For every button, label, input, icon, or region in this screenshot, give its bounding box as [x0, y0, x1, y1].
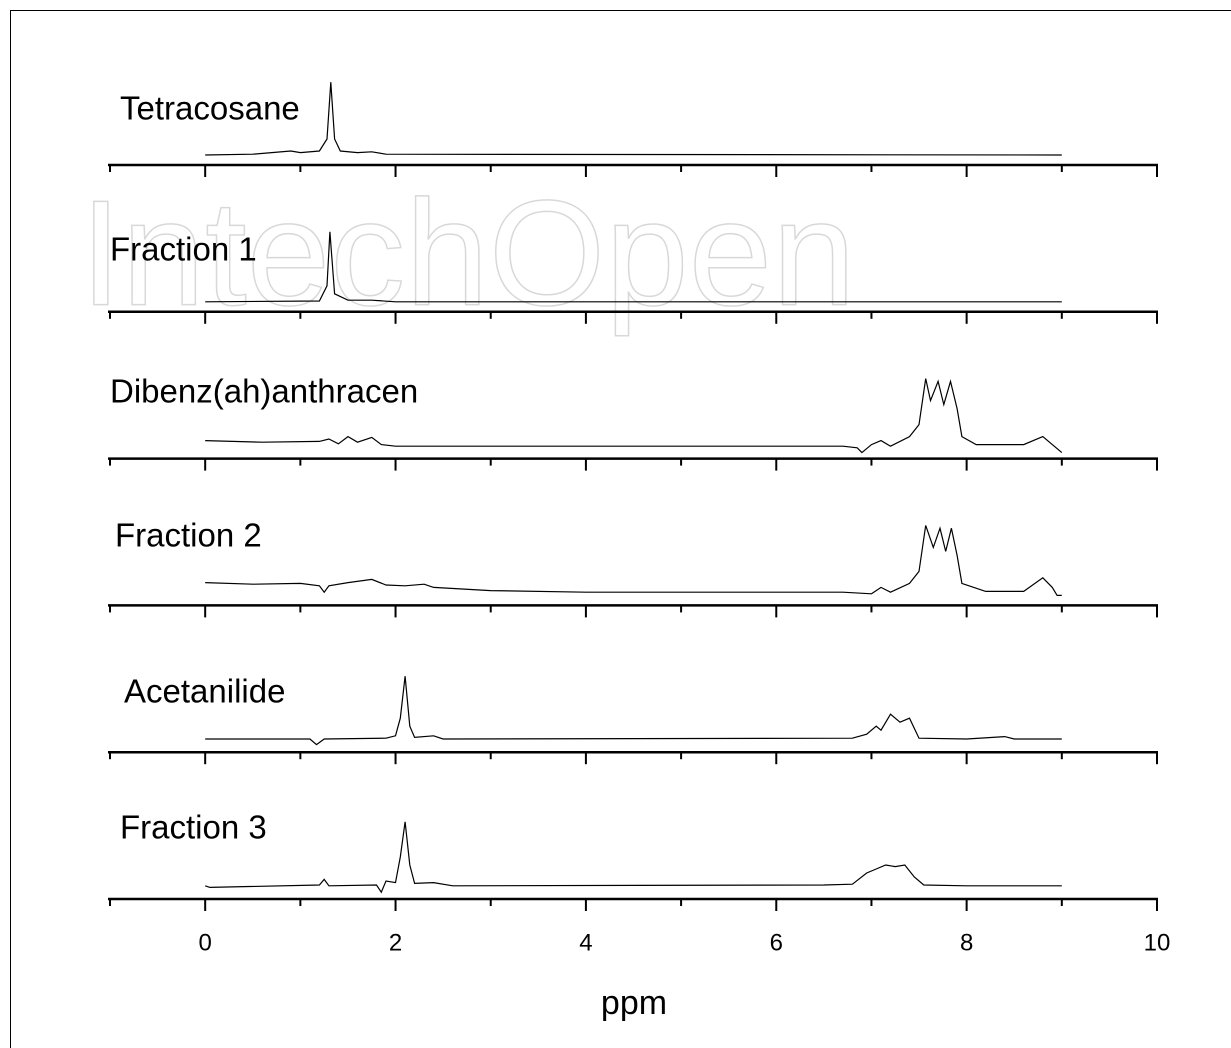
x-tick-label: 10 — [1144, 929, 1171, 956]
x-tick-label: 2 — [389, 929, 402, 956]
spectrum-label: Fraction 2 — [115, 517, 262, 554]
spectrum-line — [205, 525, 1062, 596]
x-tick-label: 8 — [960, 929, 973, 956]
spectrum-line — [205, 82, 1062, 156]
x-axis-label: ppm — [601, 984, 667, 1022]
spectrum-line — [205, 821, 1062, 894]
spectrum-line — [205, 378, 1063, 454]
x-tick-label: 6 — [770, 929, 783, 956]
spectrum-label: Fraction 3 — [120, 809, 267, 846]
spectrum-line — [205, 231, 1062, 303]
frame — [10, 10, 1231, 1048]
spectrum-label: Dibenz(ah)anthracen — [110, 373, 418, 410]
x-tick-label: 0 — [199, 929, 212, 956]
spectrum-label: Acetanilide — [124, 673, 285, 710]
x-tick-label: 4 — [579, 929, 592, 956]
spectrum-line — [205, 676, 1062, 746]
spectrum-label: Tetracosane — [120, 90, 300, 127]
watermark: IntechOpen — [80, 169, 856, 337]
spectrum-label: Fraction 1 — [110, 231, 257, 268]
